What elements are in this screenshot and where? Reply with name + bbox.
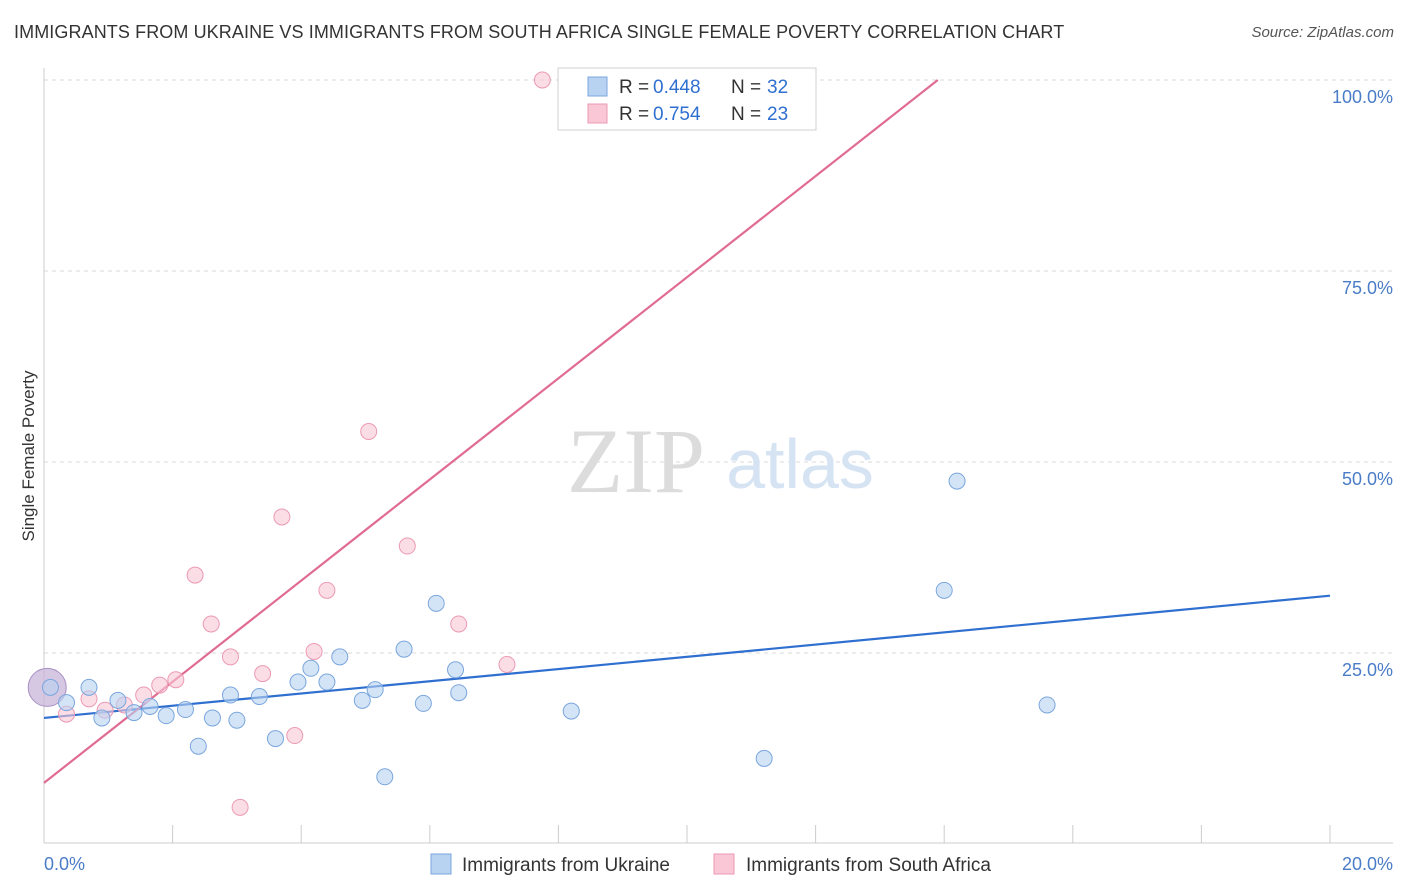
legend-swatch-south-africa — [587, 103, 608, 124]
ukraine-point — [80, 678, 98, 696]
legend-r-ukraine: 0.448 — [653, 77, 701, 98]
ukraine-point — [331, 648, 349, 666]
chart-title: IMMIGRANTS FROM UKRAINE VS IMMIGRANTS FR… — [14, 22, 1065, 42]
y-tick-label: 100.0% — [1332, 87, 1393, 107]
ukraine-point — [376, 768, 394, 786]
ukraine-point — [1038, 696, 1056, 714]
y-tick-label: 75.0% — [1342, 278, 1393, 298]
south-africa-point — [318, 581, 336, 599]
ukraine-point — [562, 702, 580, 720]
ukraine-point — [948, 472, 966, 490]
legend-r-label-ukraine: R = — [619, 77, 649, 98]
series-legend: Immigrants from Ukraine Immigrants from … — [430, 853, 991, 876]
south-africa-point — [286, 727, 304, 745]
legend-n-label-south-africa: N = — [731, 104, 761, 125]
bottom-legend-label-south-africa: Immigrants from South Africa — [746, 855, 991, 876]
ukraine-point — [414, 694, 432, 712]
watermark-zip: ZIP — [567, 410, 705, 512]
bottom-legend-swatch-ukraine — [430, 853, 452, 875]
ukraine-point — [318, 673, 336, 691]
source-label: Source: ZipAtlas.com — [1251, 24, 1394, 41]
ukraine-point — [141, 697, 159, 715]
y-tick-label: 50.0% — [1342, 469, 1393, 489]
stats-legend: R = 0.448 N = 32 R = 0.754 N = 23 — [557, 67, 817, 131]
ukraine-point — [366, 681, 384, 699]
ukraine-point — [450, 684, 468, 702]
ukraine-point — [266, 730, 284, 748]
legend-n-south-africa: 23 — [767, 104, 788, 125]
y-tick-label: 25.0% — [1342, 660, 1393, 680]
trend-line-south-africa — [43, 79, 939, 784]
x-tick-label-max: 20.0% — [1342, 854, 1393, 874]
south-africa-point — [221, 648, 239, 666]
south-africa-point — [167, 671, 185, 689]
ukraine-point — [125, 704, 143, 722]
ukraine-point — [353, 691, 371, 709]
ukraine-point — [250, 688, 268, 706]
south-africa-point — [254, 665, 272, 683]
ukraine-point — [302, 659, 320, 677]
ukraine-point — [176, 701, 194, 719]
ukraine-point — [755, 749, 773, 767]
south-africa-point — [360, 422, 378, 440]
south-africa-point — [273, 508, 291, 526]
ukraine-point — [228, 711, 246, 729]
ukraine-point — [109, 691, 127, 709]
ukraine-point — [221, 686, 239, 704]
south-africa-point — [498, 655, 516, 673]
south-africa-point — [398, 537, 416, 555]
ukraine-point — [41, 678, 59, 696]
ukraine-point — [427, 594, 445, 612]
legend-n-label-ukraine: N = — [731, 77, 761, 98]
south-africa-point — [305, 642, 323, 660]
south-africa-point — [231, 798, 249, 816]
ukraine-point — [157, 707, 175, 725]
legend-r-south-africa: 0.754 — [653, 104, 701, 125]
south-africa-point — [450, 615, 468, 633]
south-africa-point — [533, 71, 551, 89]
ukraine-point — [395, 640, 413, 658]
bottom-legend-swatch-south-africa — [713, 853, 735, 875]
ukraine-point — [58, 694, 76, 712]
legend-n-ukraine: 32 — [767, 77, 788, 98]
legend-r-label-south-africa: R = — [619, 104, 649, 125]
bottom-legend-label-ukraine: Immigrants from Ukraine — [462, 855, 670, 876]
ukraine-point — [447, 661, 465, 679]
south-africa-point — [202, 615, 220, 633]
watermark-atlas: atlas — [726, 425, 874, 503]
ukraine-point — [203, 709, 221, 727]
y-axis-title: Single Female Poverty — [19, 370, 38, 542]
south-africa-point — [186, 566, 204, 584]
ukraine-point — [289, 673, 307, 691]
ukraine-point — [935, 581, 953, 599]
ukraine-point — [189, 737, 207, 755]
ukraine-point — [93, 709, 111, 727]
south-africa-point — [151, 676, 169, 694]
x-tick-label-min: 0.0% — [44, 854, 85, 874]
legend-swatch-ukraine — [587, 76, 608, 97]
